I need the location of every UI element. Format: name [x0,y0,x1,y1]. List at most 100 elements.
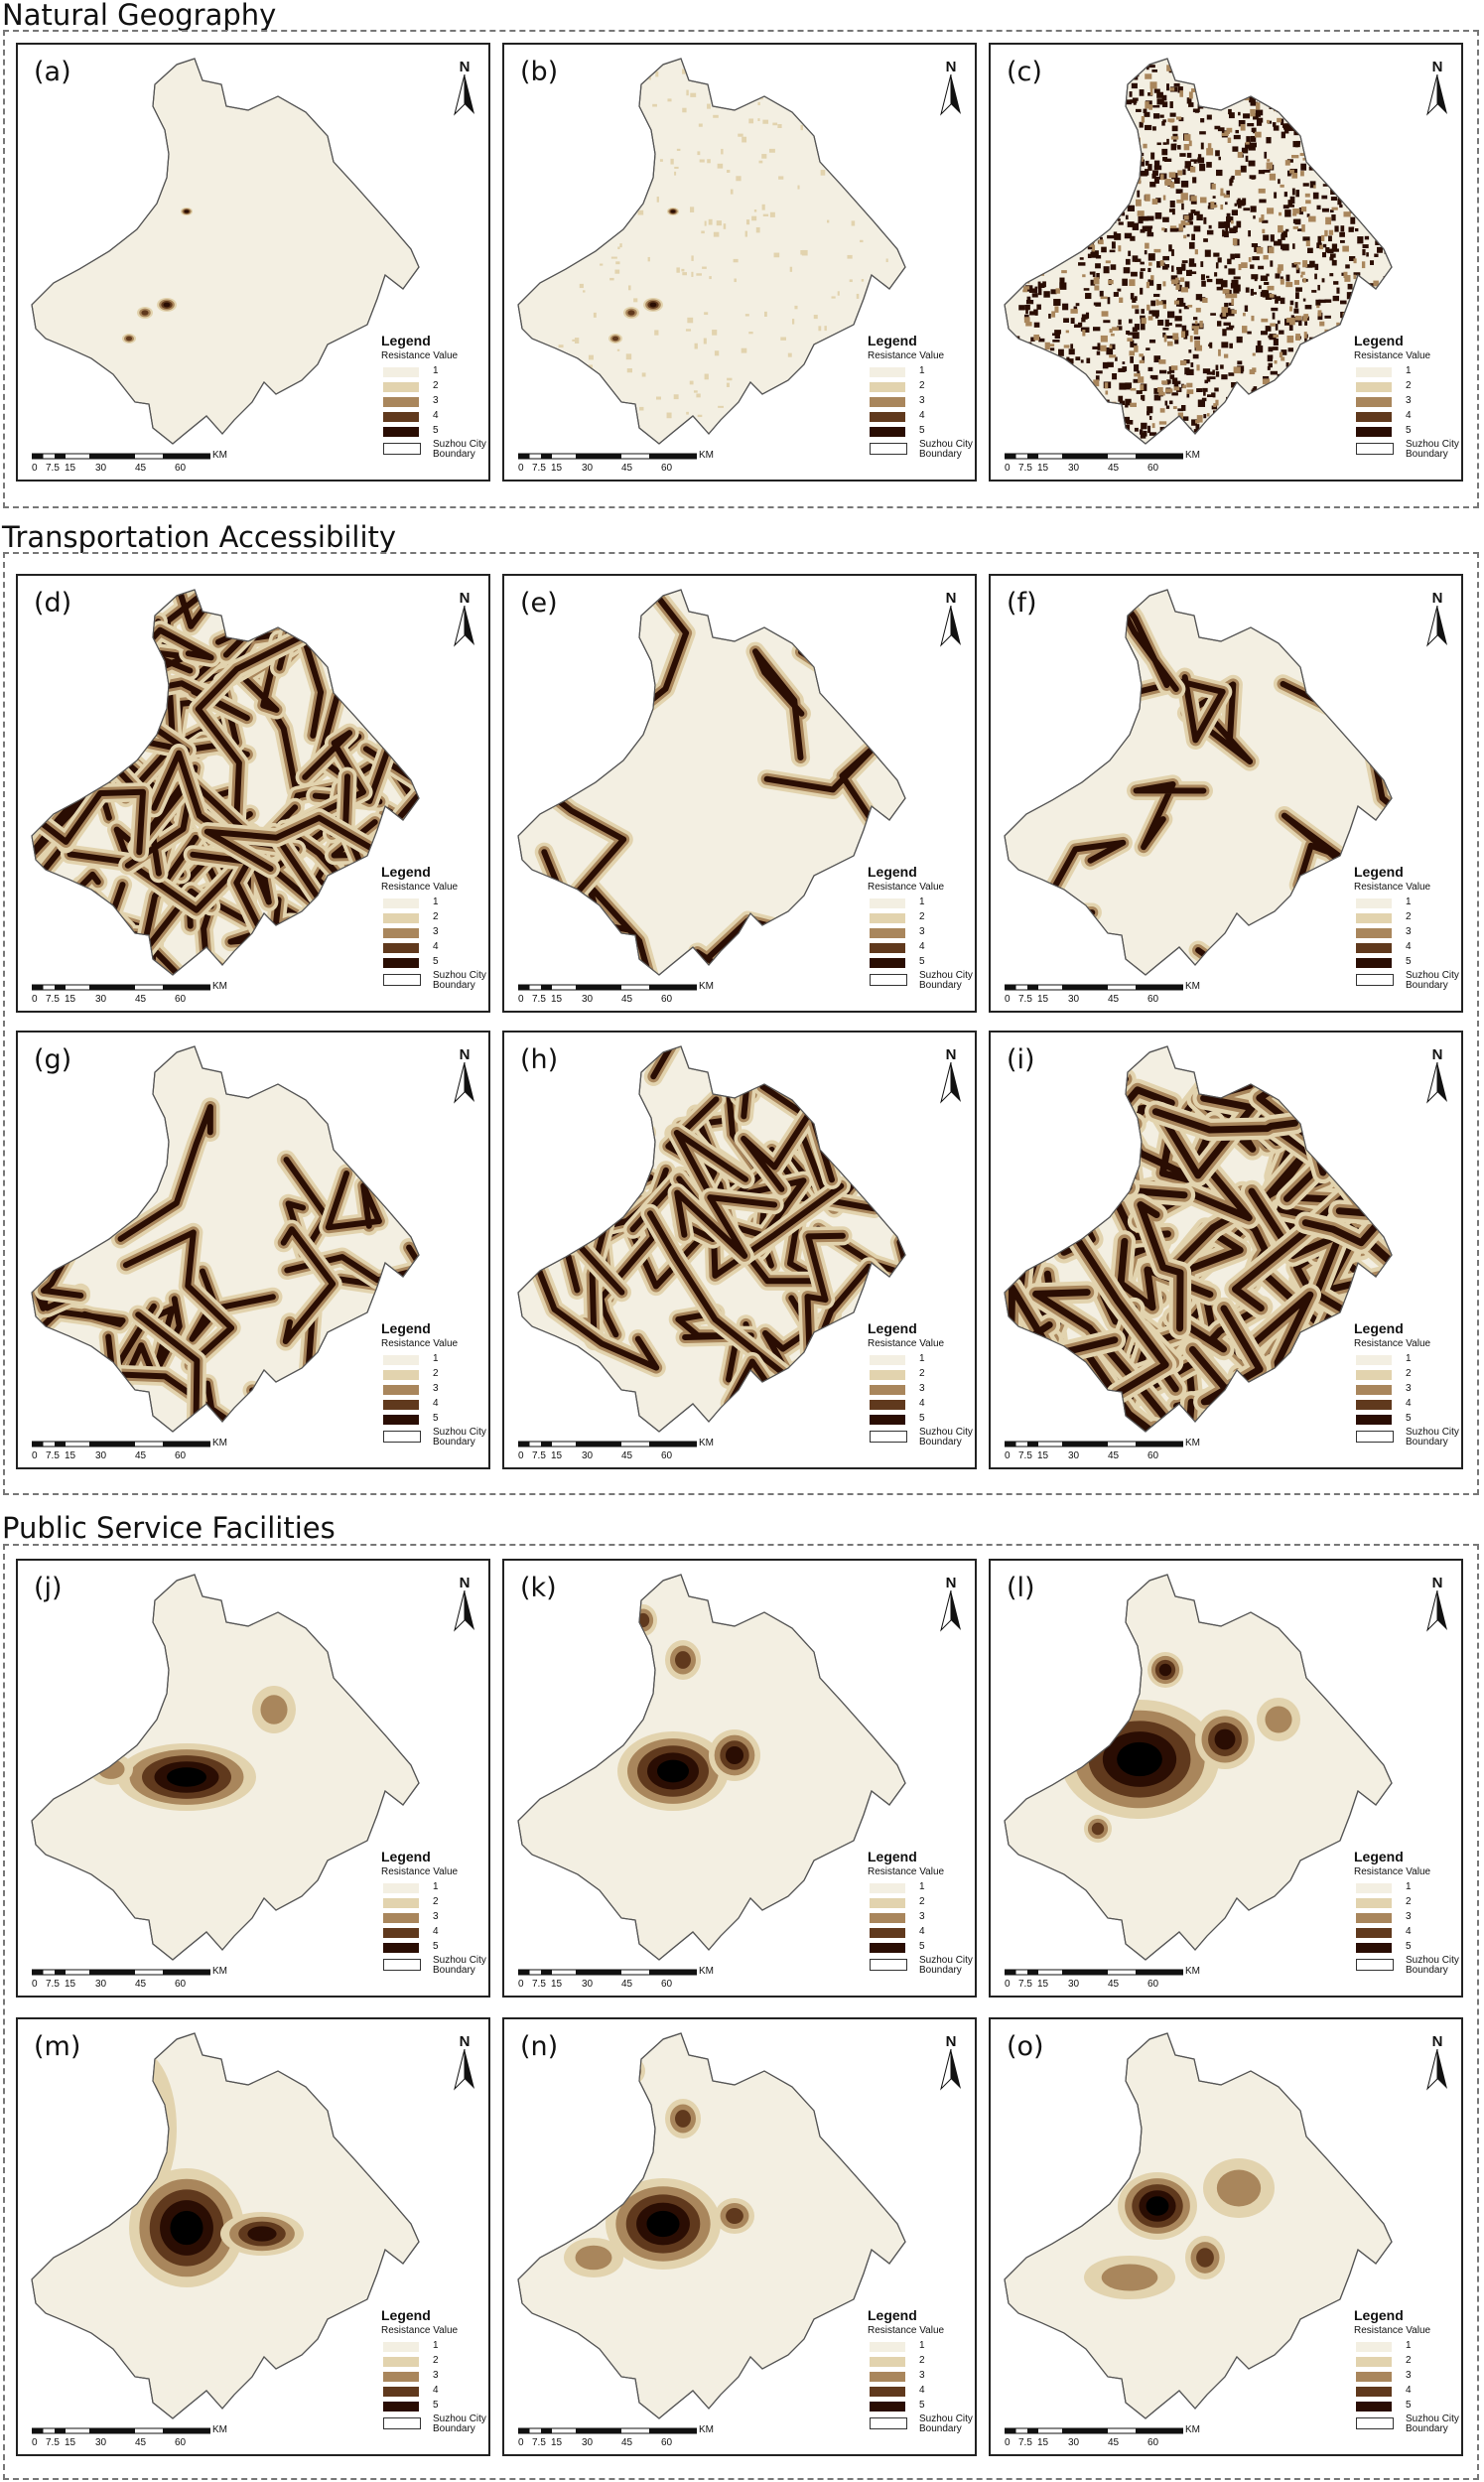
suzhou-resistance-map [1004,2032,1393,2419]
legend-swatch [870,1355,905,1365]
legend-swatch [1356,1355,1392,1365]
panel-label: (c) [1007,57,1042,87]
scale-tick-label: 0 [32,2437,38,2448]
legend-item: 3 [868,1911,975,1926]
legend-item: 1 [1354,1881,1461,1896]
legend-item: 5 [1354,1413,1461,1428]
scale-tick-label: 60 [175,994,187,1005]
map-panel-j: (j) N Legend Resistance Value 1 2 3 4 5 Suzhou Ci… [16,1559,490,1998]
legend-swatch [383,898,419,908]
legend-swatch [1356,427,1392,437]
boundary-label: Suzhou City Boundary [1406,970,1459,991]
panel-label: (d) [34,588,72,619]
scale-unit-label: KM [212,1966,227,1977]
map-legend: Legend Resistance Value 1 2 3 4 5 Suzhou City B… [1354,1849,1461,1978]
boundary-swatch [383,2417,421,2429]
legend-swatch [870,427,905,437]
legend-item: 2 [381,2355,488,2370]
panel-label: (j) [34,1573,63,1603]
legend-class-label: 4 [919,410,925,421]
legend-title: Legend [868,864,917,880]
scale-tick-label: 30 [95,1450,107,1461]
panel-label: (e) [520,588,558,619]
north-arrow-icon: N [453,59,476,116]
scale-unit-label: KM [1185,981,1200,992]
boundary-label: Suzhou City Boundary [1406,1955,1459,1976]
section-title-transportation-accessibility: Transportation Accessibility [2,520,397,554]
scale-tick-label: 45 [1108,1450,1120,1461]
legend-swatch [1356,2372,1392,2382]
north-arrow-icon: N [1425,1575,1449,1632]
legend-title: Legend [1354,2307,1404,2323]
scale-tick-label: 0 [518,463,524,474]
legend-subtitle: Resistance Value [868,1338,945,1349]
north-label: N [459,1046,471,1063]
boundary-swatch [383,1959,421,1971]
legend-item: 2 [868,380,975,395]
legend-item: 1 [868,1881,975,1896]
boundary-swatch [870,1959,907,1971]
legend-item: 5 [868,956,975,971]
legend-class-label: 1 [919,1881,925,1892]
panel-label: (f) [1007,588,1037,619]
legend-swatch [870,412,905,422]
legend-item: 1 [1354,896,1461,911]
legend-item: 3 [1354,926,1461,941]
scale-tick-label: 7.5 [532,1450,546,1461]
scale-tick-label: 45 [1108,463,1120,474]
scale-tick-label: 7.5 [1018,1450,1032,1461]
boundary-swatch [383,974,421,986]
scale-tick-label: 7.5 [532,2437,546,2448]
map-panel-d: (d) N Legend Resistance Value 1 2 3 4 5 Suzhou Ci… [16,574,490,1013]
legend-swatch [1356,958,1392,968]
legend-swatch [1356,2342,1392,2352]
legend-item: 3 [381,1383,488,1398]
legend-item: 5 [868,2400,975,2414]
scale-tick-label: 45 [621,994,633,1005]
legend-class-label: 3 [433,1383,439,1394]
scale-unit-label: KM [212,450,227,461]
scale-tick-label: 7.5 [1018,994,1032,1005]
scale-tick-label: 15 [1037,2437,1049,2448]
boundary-label: Suzhou City Boundary [919,1427,973,1448]
legend-item: 4 [868,2385,975,2400]
legend-swatch [1356,1370,1392,1380]
map-panel-g: (g) N Legend Resistance Value 1 2 3 4 5 Suzhou Ci… [16,1031,490,1469]
boundary-label: Suzhou City Boundary [1406,1427,1459,1448]
scale-tick-label: 60 [175,1979,187,1990]
legend-class-label: 2 [1406,1368,1412,1379]
legend-swatch [383,1370,419,1380]
boundary-label: Suzhou City Boundary [433,2413,486,2434]
scale-tick-label: 30 [1068,1979,1080,1990]
legend-subtitle: Resistance Value [381,1338,459,1349]
scale-unit-label: KM [212,981,227,992]
legend-class-label: 5 [1406,425,1412,436]
legend-subtitle: Resistance Value [1354,882,1431,893]
scale-bar: 0 7.5 15 30 45 60 KM [32,981,227,1007]
legend-item: 5 [381,1941,488,1956]
scale-tick-label: 7.5 [532,463,546,474]
scale-tick-label: 60 [1147,1979,1159,1990]
legend-swatch [870,1913,905,1923]
legend-title: Legend [1354,864,1404,880]
scale-unit-label: KM [699,450,714,461]
scale-unit-label: KM [699,1438,714,1448]
legend-class-label: 4 [1406,410,1412,421]
legend-swatch [383,943,419,953]
scale-tick-label: 0 [32,463,38,474]
panel-label: (b) [520,57,559,87]
legend-class-label: 2 [919,380,925,391]
legend-swatch [383,1928,419,1938]
scale-bar: 0 7.5 15 30 45 60 KM [32,2424,227,2450]
scale-tick-label: 45 [135,463,147,474]
legend-class-label: 3 [433,395,439,406]
scale-tick-label: 15 [551,1979,563,1990]
scale-bar: 0 7.5 15 30 45 60 KM [32,1438,227,1463]
boundary-label: Suzhou City Boundary [433,439,486,460]
suzhou-city-boundary [517,58,906,445]
scale-tick-label: 0 [1005,1450,1011,1461]
legend-class-label: 3 [433,1911,439,1922]
north-arrow-icon: N [939,1575,963,1632]
panel-label: (h) [520,1044,559,1075]
legend-class-label: 1 [919,2340,925,2351]
